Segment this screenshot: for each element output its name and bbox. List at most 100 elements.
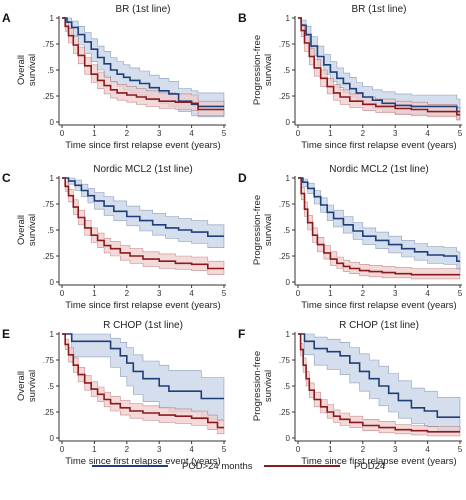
panel-a-line-pod24 [62, 17, 224, 111]
panel-b-xtick-label: 2 [361, 129, 366, 138]
panel-f-ytick-label: 1 [286, 330, 291, 339]
panel-a-ytick-label: .5 [47, 66, 54, 75]
panel-c-ytick-label: .5 [47, 226, 54, 235]
panel-b-ylabel-line: Progression-free [252, 35, 263, 105]
panel-c-letter: C [2, 171, 11, 185]
panel-d-ytick-label: .75 [279, 200, 291, 209]
panel-e-xtick-label: 5 [222, 445, 227, 454]
panel-f-letter: F [238, 327, 245, 341]
panel-e-ytick-label: .25 [43, 408, 55, 417]
panel-e-letter: E [2, 327, 10, 341]
panel-a-ytick-label: 1 [50, 14, 55, 23]
panel-e-ylabel: Overallsurvival [16, 370, 38, 402]
panel-c-xtick-label: 0 [60, 289, 65, 298]
panel-a-line-pod-gt24 [62, 17, 224, 108]
panel-c-ylabel-line: Overall [16, 215, 27, 245]
panel-b-ytick-label: .25 [279, 92, 291, 101]
panel-e-title: R CHOP (1st line) [103, 320, 183, 331]
panel-c-xtick-label: 3 [157, 289, 162, 298]
panel-e-line-pod24 [62, 333, 224, 429]
panel-b-xtick-label: 5 [458, 129, 463, 138]
panel-c-ytick-label: .25 [43, 252, 55, 261]
panel-d-ylabel: Progression-freesurvival [252, 195, 274, 265]
panel-b-xtick-label: 1 [328, 129, 333, 138]
panel-c-title: Nordic MCL2 (1st line) [93, 164, 192, 175]
panel-b-xlabel: Time since first relapse event (years) [301, 140, 456, 151]
panel-b-xtick-label: 3 [393, 129, 398, 138]
panel-d: Nordic MCL2 (1st line) D 0 .25 .5 .75 1 0 1 2 3 4 5T… [238, 164, 463, 311]
panel-e-ytick-label: .75 [43, 356, 55, 365]
panel-a-xtick-label: 3 [157, 129, 162, 138]
panel-f-ylabel: Progression-freesurvival [252, 351, 274, 421]
panel-c-ytick-label: 1 [50, 174, 55, 183]
panel-a-ylabel: Overallsurvival [16, 54, 38, 86]
panel-d-ytick-label: 1 [286, 174, 291, 183]
panel-c-xtick-label: 1 [92, 289, 97, 298]
panel-d-xlabel: Time since first relapse event (years) [301, 300, 456, 311]
panel-c-ylabel: Overallsurvival [16, 214, 38, 246]
panel-f-xlabel: Time since first relapse event (years) [301, 456, 456, 467]
panel-b-letter: B [238, 11, 247, 25]
panel-f-xtick-label: 5 [458, 445, 463, 454]
panel-d-ytick-label: .25 [279, 252, 291, 261]
panel-c-ci-band-pod-gt24 [62, 177, 225, 248]
panel-e-xtick-label: 3 [157, 445, 162, 454]
panel-f-xtick-label: 0 [296, 445, 301, 454]
panel-d-xtick-label: 0 [296, 289, 301, 298]
panel-d-ytick-label: .5 [283, 226, 290, 235]
panel-a-xtick-label: 0 [60, 129, 65, 138]
panel-c-xtick-label: 4 [189, 289, 194, 298]
panel-f-ytick-label: .5 [283, 382, 290, 391]
panel-b-ytick-label: .75 [279, 40, 291, 49]
legend-label-pod-gt24: POD>24 months [182, 461, 253, 472]
panel-f-ylabel-line: Progression-free [252, 351, 263, 421]
panel-a-ytick-label: 0 [50, 118, 55, 127]
panel-f-ytick-label: 0 [286, 434, 291, 443]
panel-c-ytick-label: .75 [43, 200, 55, 209]
panel-a-xtick-label: 5 [222, 129, 227, 138]
panel-f-ylabel-line: survival [263, 370, 274, 402]
panel-c-line-pod-gt24 [62, 177, 224, 237]
panel-d-xtick-label: 4 [425, 289, 430, 298]
panel-a-letter: A [2, 11, 11, 25]
panel-f-xtick-label: 1 [328, 445, 333, 454]
panel-e-xlabel: Time since first relapse event (years) [65, 456, 220, 467]
panel-b-ylabel: Progression-freesurvival [252, 35, 274, 105]
panel-d-ytick-label: 0 [286, 278, 291, 287]
panel-f-xtick-label: 4 [425, 445, 430, 454]
panel-d-ylabel-line: survival [263, 214, 274, 246]
panel-c-xtick-label: 2 [125, 289, 130, 298]
panel-b-line-pod24 [298, 17, 460, 116]
panel-d-title: Nordic MCL2 (1st line) [329, 164, 428, 175]
panel-e-ytick-label: .5 [47, 382, 54, 391]
panel-b-xtick-label: 0 [296, 129, 301, 138]
panel-a-xtick-label: 1 [92, 129, 97, 138]
panel-d-letter: D [238, 171, 247, 185]
panel-e-ytick-label: 1 [50, 330, 55, 339]
panel-c-xlabel: Time since first relapse event (years) [65, 300, 220, 311]
panel-c-line-pod24 [62, 177, 224, 270]
panel-b-xtick-label: 4 [425, 129, 430, 138]
panel-a-xtick-label: 4 [189, 129, 194, 138]
panel-f-title: R CHOP (1st line) [339, 320, 419, 331]
panel-d-ylabel-line: Progression-free [252, 195, 263, 265]
panel-e-xtick-label: 2 [125, 445, 130, 454]
panel-a-xlabel: Time since first relapse event (years) [65, 140, 220, 151]
panel-a-xtick-label: 2 [125, 129, 130, 138]
panel-d-ci-band-pod24 [298, 177, 461, 280]
panel-e-xtick-label: 0 [60, 445, 65, 454]
panel-a-ylabel-line: Overall [16, 55, 27, 85]
panel-d-xtick-label: 3 [393, 289, 398, 298]
panel-d-line-pod-gt24 [298, 177, 460, 262]
panel-d-xtick-label: 5 [458, 289, 463, 298]
panel-b-line-pod-gt24 [298, 17, 460, 113]
panel-b-ci-band-pod24 [298, 17, 461, 121]
panel-e-line-pod-gt24 [62, 333, 224, 400]
panel-d-xtick-label: 1 [328, 289, 333, 298]
panel-c-ytick-label: 0 [50, 278, 55, 287]
